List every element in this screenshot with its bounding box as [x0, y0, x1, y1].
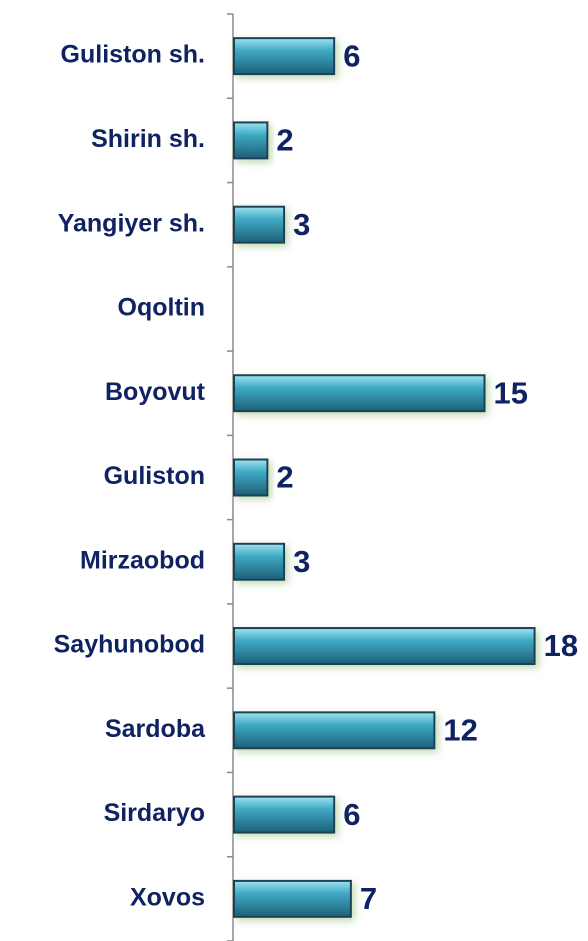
bar — [233, 205, 286, 244]
bar — [233, 121, 269, 160]
bar — [233, 879, 352, 918]
category-label: Mirzaobod — [80, 546, 205, 574]
category-label: Guliston sh. — [61, 41, 205, 69]
category-label: Sirdaryo — [104, 799, 205, 827]
bar — [233, 795, 336, 834]
value-label: 3 — [293, 544, 310, 579]
category-label: Guliston — [104, 462, 205, 490]
category-label: Sardoba — [105, 715, 206, 743]
bar — [233, 458, 269, 497]
bar — [233, 627, 536, 666]
bar — [233, 542, 286, 581]
category-label: Shirin sh. — [91, 125, 205, 153]
bar — [233, 37, 336, 76]
value-label: 3 — [293, 207, 310, 242]
category-label: Boyovut — [105, 378, 206, 406]
category-label: Oqoltin — [118, 294, 205, 322]
value-label: 2 — [276, 460, 293, 495]
category-label: Yangiyer sh. — [58, 209, 205, 237]
bar — [233, 374, 486, 413]
value-label: 2 — [276, 123, 293, 158]
category-label: Xovos — [130, 883, 205, 911]
value-label: 6 — [343, 797, 360, 832]
bar — [233, 711, 436, 750]
value-label: 12 — [443, 713, 477, 748]
category-label: Sayhunobod — [54, 631, 205, 659]
value-label: 7 — [360, 881, 377, 916]
value-label: 18 — [544, 628, 578, 663]
value-label: 15 — [494, 375, 528, 410]
value-label: 6 — [343, 38, 360, 73]
